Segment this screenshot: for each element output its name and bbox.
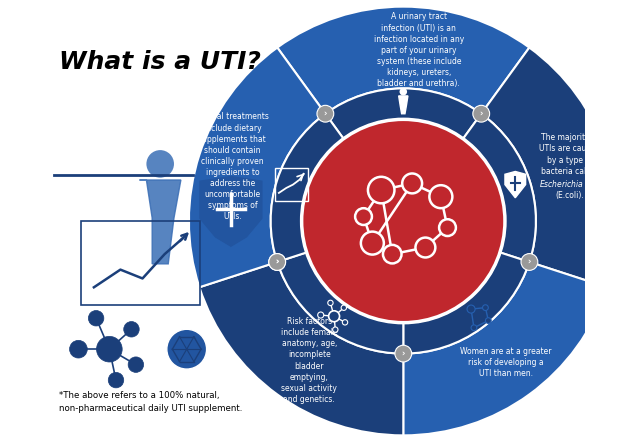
Bar xyxy=(81,221,200,305)
Circle shape xyxy=(483,305,489,311)
Wedge shape xyxy=(403,262,607,435)
Text: ›: › xyxy=(276,258,279,267)
Circle shape xyxy=(269,254,286,271)
Circle shape xyxy=(473,105,490,122)
Wedge shape xyxy=(200,262,403,435)
Text: ›: › xyxy=(528,258,531,267)
Circle shape xyxy=(97,336,122,362)
Text: The majority of
UTIs are caused
by a type of
bacteria called
$\it{Escherichia\ c: The majority of UTIs are caused by a typ… xyxy=(539,133,600,200)
Circle shape xyxy=(167,329,207,369)
Text: ›: › xyxy=(324,109,327,118)
Circle shape xyxy=(108,372,124,388)
Text: ›: › xyxy=(480,109,483,118)
Circle shape xyxy=(355,208,372,225)
Circle shape xyxy=(332,327,338,332)
Bar xyxy=(275,168,308,201)
Circle shape xyxy=(88,310,104,326)
Circle shape xyxy=(471,325,477,331)
Text: ›: › xyxy=(276,258,279,267)
Circle shape xyxy=(329,311,339,322)
Text: What is a UTI?: What is a UTI? xyxy=(59,50,260,74)
Circle shape xyxy=(328,300,333,305)
Circle shape xyxy=(521,254,538,271)
Polygon shape xyxy=(140,180,181,264)
Circle shape xyxy=(341,305,346,310)
Circle shape xyxy=(317,105,334,122)
Polygon shape xyxy=(200,176,262,246)
Circle shape xyxy=(128,357,143,372)
Wedge shape xyxy=(277,252,403,354)
Circle shape xyxy=(147,150,174,178)
Text: *The above refers to a 100% natural,
non-pharmaceutical daily UTI supplement.: *The above refers to a 100% natural, non… xyxy=(59,392,242,413)
Text: Women are at a greater
risk of developing a
UTI than men.: Women are at a greater risk of developin… xyxy=(461,347,552,378)
Text: A urinary tract
infection (UTI) is an
infection located in any
part of your urin: A urinary tract infection (UTI) is an in… xyxy=(374,12,464,88)
Circle shape xyxy=(124,322,139,337)
Circle shape xyxy=(70,340,87,358)
Circle shape xyxy=(402,173,422,194)
Polygon shape xyxy=(505,171,526,198)
Text: Natural treatments
include dietary
supplements that
should contain
clinically pr: Natural treatments include dietary suppl… xyxy=(195,112,269,221)
Circle shape xyxy=(485,318,491,324)
Wedge shape xyxy=(277,7,529,114)
Circle shape xyxy=(383,245,401,263)
Wedge shape xyxy=(481,48,617,287)
Circle shape xyxy=(269,254,286,271)
Circle shape xyxy=(467,305,475,313)
Circle shape xyxy=(395,345,411,362)
Circle shape xyxy=(368,177,394,203)
Circle shape xyxy=(318,312,324,318)
Circle shape xyxy=(399,88,407,95)
Circle shape xyxy=(439,219,456,236)
Wedge shape xyxy=(325,88,481,139)
Wedge shape xyxy=(189,48,325,287)
Polygon shape xyxy=(399,96,408,114)
Wedge shape xyxy=(403,252,530,354)
Circle shape xyxy=(429,185,453,208)
Text: ›: › xyxy=(401,349,405,358)
Wedge shape xyxy=(463,114,536,262)
Circle shape xyxy=(301,119,505,323)
Text: Risk factors
include female
anatomy, age,
incomplete
bladder
emptying,
sexual ac: Risk factors include female anatomy, age… xyxy=(281,317,337,404)
Wedge shape xyxy=(270,114,344,262)
Circle shape xyxy=(343,320,348,325)
Circle shape xyxy=(415,238,435,257)
Circle shape xyxy=(361,232,384,255)
